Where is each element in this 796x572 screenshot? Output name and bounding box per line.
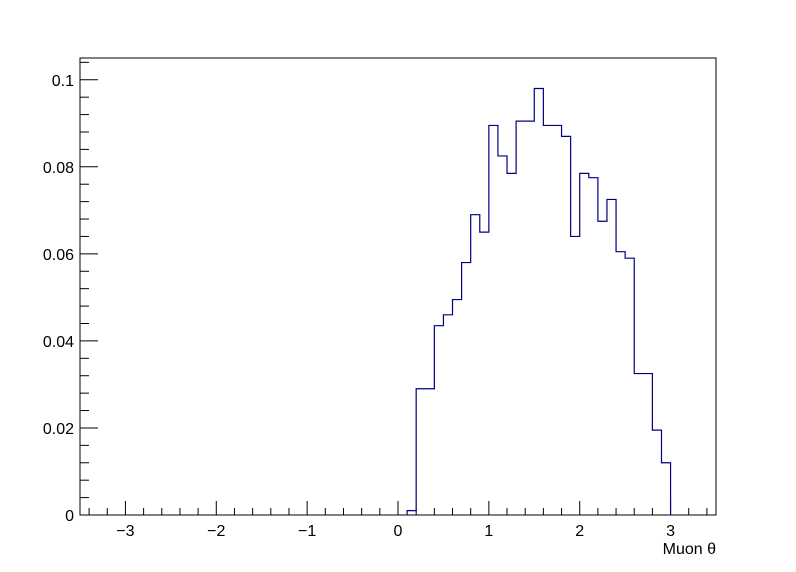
x-tick-label: 2 <box>575 523 584 540</box>
x-axis-tick-labels: −3 −2 −1 0 1 2 3 <box>116 523 675 540</box>
x-tick-label: −2 <box>207 523 225 540</box>
x-tick-label: 0 <box>394 523 403 540</box>
y-axis-ticks <box>80 61 98 516</box>
x-tick-label: 3 <box>666 523 675 540</box>
y-tick-label: 0.08 <box>43 160 74 177</box>
x-axis-ticks <box>88 501 708 515</box>
y-tick-label: 0.04 <box>43 334 74 351</box>
y-tick-label: 0 <box>65 508 74 525</box>
x-tick-label: −3 <box>116 523 134 540</box>
x-axis-title: Muon θ <box>663 541 716 558</box>
plot-frame <box>79 57 717 516</box>
y-tick-label: 0.02 <box>43 421 74 438</box>
y-tick-label: 0.06 <box>43 247 74 264</box>
y-axis-tick-labels: 0 0.02 0.04 0.06 0.08 0.1 <box>43 73 74 525</box>
x-tick-label: −1 <box>298 523 316 540</box>
y-tick-label: 0.1 <box>52 73 74 90</box>
x-tick-label: 1 <box>484 523 493 540</box>
histogram-series-line <box>406 87 672 515</box>
